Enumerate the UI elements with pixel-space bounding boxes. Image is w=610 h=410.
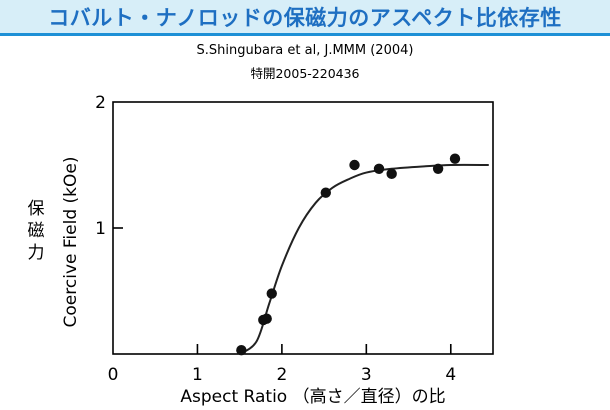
x-tick-label: 0: [108, 365, 119, 385]
citation: S.Shingubara et al, J.MMM (2004): [196, 43, 414, 58]
data-point: [266, 288, 277, 299]
x-axis-label: Aspect Ratio （高さ／直径）の比: [180, 387, 445, 407]
data-point: [373, 163, 385, 174]
axis-tick-labels: 0 1 2 3 4 1 2: [95, 93, 456, 385]
x-tick-label: 2: [276, 365, 287, 385]
plot-area: [112, 101, 494, 355]
fit-curve: [239, 163, 489, 355]
y-tick-label: 2: [95, 93, 106, 113]
patent-number: 特開2005-220436: [250, 66, 360, 81]
axis-ticks: [113, 227, 452, 354]
header-bar: コバルト・ナノロッドの保磁力のアスペクト比依存性: [0, 0, 610, 36]
y-axis-label-jp: 保磁力: [28, 199, 45, 263]
x-tick-label: 3: [361, 365, 372, 385]
page-title: コバルト・ナノロッドの保磁力のアスペクト比依存性: [48, 5, 562, 30]
data-point: [261, 313, 272, 324]
data-point: [236, 345, 247, 356]
data-points: [236, 153, 461, 356]
data-point: [449, 153, 461, 164]
data-point: [349, 159, 360, 171]
data-point: [386, 168, 397, 180]
y-tick-label: 1: [95, 219, 106, 239]
x-tick-label: 4: [445, 365, 456, 385]
y-axis-label: Coercive Field (kOe): [61, 157, 81, 328]
data-point: [432, 163, 444, 174]
x-tick-label: 1: [192, 365, 203, 385]
data-point: [320, 187, 331, 198]
